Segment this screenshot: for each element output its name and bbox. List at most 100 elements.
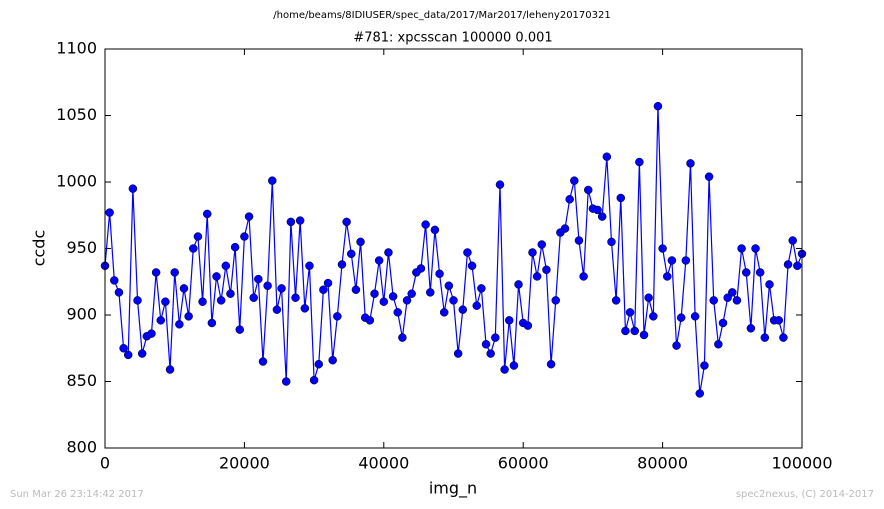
data-point xyxy=(165,365,175,374)
data-point xyxy=(189,244,198,253)
data-point xyxy=(202,209,212,219)
data-point xyxy=(314,359,323,369)
data-point xyxy=(379,297,389,306)
data-point xyxy=(430,225,440,235)
data-point xyxy=(593,205,602,215)
data-point xyxy=(449,296,458,305)
data-point xyxy=(653,101,663,111)
data-point xyxy=(230,242,240,252)
data-point xyxy=(212,272,221,281)
footer-right: spec2nexus, (C) 2014-2017 xyxy=(736,489,874,500)
data-point xyxy=(240,232,249,241)
data-point xyxy=(741,268,751,277)
data-point xyxy=(365,316,375,325)
data-point xyxy=(607,237,616,247)
data-point xyxy=(426,288,435,297)
data-point xyxy=(356,237,365,247)
data-point xyxy=(453,349,463,358)
data-point xyxy=(584,185,593,195)
data-point xyxy=(407,289,416,298)
data-point xyxy=(249,293,258,302)
data-point xyxy=(635,157,644,167)
data-point xyxy=(207,318,217,328)
data-point xyxy=(435,269,444,279)
data-point xyxy=(574,236,584,245)
data-point xyxy=(732,296,742,305)
data-point xyxy=(644,293,653,302)
data-point xyxy=(672,341,681,350)
data-point xyxy=(477,284,486,293)
data-point xyxy=(667,256,677,265)
suptitle: /home/beams/8IDIUSER/spec_data/2017/Mar2… xyxy=(273,10,610,21)
data-point xyxy=(686,159,695,168)
data-point xyxy=(347,249,356,259)
y-tick-label: 800 xyxy=(66,438,97,457)
y-tick-label: 1100 xyxy=(56,39,97,58)
data-point xyxy=(662,272,672,281)
data-point xyxy=(528,248,537,257)
data-point xyxy=(328,355,337,365)
data-point xyxy=(221,261,231,271)
data-point xyxy=(728,288,737,297)
data-point xyxy=(560,224,570,233)
data-point xyxy=(532,272,542,281)
data-point xyxy=(546,359,556,369)
data-point xyxy=(198,297,207,306)
data-point xyxy=(658,244,667,253)
data-point xyxy=(509,361,519,370)
data-point xyxy=(630,326,639,336)
data-point xyxy=(611,296,621,305)
data-point xyxy=(374,256,384,265)
data-point xyxy=(551,296,560,305)
data-point xyxy=(625,308,635,317)
data-point xyxy=(746,324,756,333)
data-point xyxy=(384,248,393,257)
data-point xyxy=(333,312,342,321)
data-point xyxy=(147,329,156,338)
data-point xyxy=(779,333,788,342)
data-point xyxy=(286,217,296,227)
x-tick-label: 40000 xyxy=(358,454,409,473)
data-point xyxy=(737,244,746,253)
data-point xyxy=(370,289,379,298)
data-point xyxy=(151,268,161,277)
data-point xyxy=(398,333,407,342)
data-point xyxy=(788,236,797,245)
data-point xyxy=(170,268,179,277)
data-point xyxy=(537,240,547,249)
data-point xyxy=(570,176,579,185)
data-point xyxy=(514,280,523,289)
data-point xyxy=(323,278,333,288)
data-point xyxy=(458,305,468,314)
data-point xyxy=(523,321,533,330)
footer-left: Sun Mar 26 23:14:42 2017 xyxy=(10,489,144,500)
data-point xyxy=(602,152,612,161)
data-point xyxy=(161,297,170,306)
data-point xyxy=(495,180,505,189)
data-point xyxy=(309,375,319,385)
data-point xyxy=(351,285,361,294)
data-point xyxy=(281,377,291,386)
data-point xyxy=(110,276,119,285)
data-point xyxy=(244,212,254,221)
data-point xyxy=(714,340,723,349)
data-point xyxy=(681,256,691,265)
y-axis-label: ccdc xyxy=(30,230,49,267)
data-point xyxy=(774,316,784,325)
data-point xyxy=(565,195,574,204)
chart-title: #781: xpcsscan 100000 0.001 xyxy=(353,31,552,46)
x-tick-label: 20000 xyxy=(219,454,270,473)
data-point xyxy=(793,261,802,271)
data-point xyxy=(235,325,245,334)
data-point xyxy=(463,248,472,257)
data-point xyxy=(709,296,718,305)
data-point xyxy=(123,350,133,360)
data-point xyxy=(272,305,282,314)
data-point xyxy=(128,184,138,193)
data-point xyxy=(579,272,588,281)
x-tick-label: 60000 xyxy=(498,454,549,473)
data-point xyxy=(393,308,402,317)
data-point xyxy=(505,316,514,325)
y-tick-label: 1050 xyxy=(56,105,97,124)
